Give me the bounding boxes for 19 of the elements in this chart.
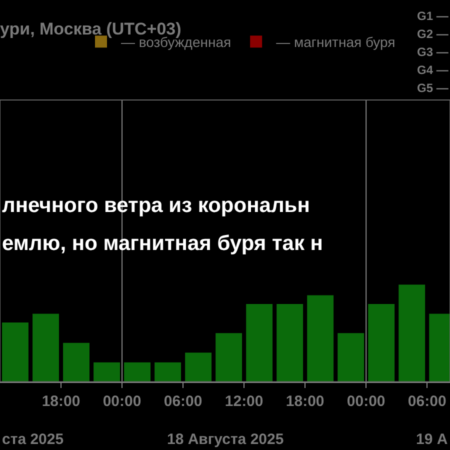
chart-title: ури, Москва (UTC+03) (0, 19, 182, 38)
text: 19 А (416, 431, 448, 448)
text: G2 — (417, 27, 448, 41)
x-tick-label: 18:00 (286, 392, 324, 410)
text: емлю, но магнитная буря так н (2, 232, 323, 255)
text: G1 — (417, 9, 448, 23)
text: ста 2025 (2, 431, 64, 448)
x-tick-label: 06:00 (408, 392, 446, 410)
text: лнечного ветра из корональн (2, 194, 310, 217)
x-tick-label: 00:00 (102, 392, 142, 410)
legend-label: — магнитная буря (276, 34, 396, 50)
text: G3 — (417, 45, 448, 59)
text: 18 Августа 2025 (167, 431, 284, 448)
text: G4 — (417, 63, 448, 77)
x-tick-label: 06:00 (164, 392, 202, 410)
text: G5 — (417, 81, 448, 95)
x-tick-label: 12:00 (224, 392, 264, 410)
x-tick-label: 00:00 (346, 392, 386, 410)
x-tick-label: 18:00 (42, 392, 80, 410)
